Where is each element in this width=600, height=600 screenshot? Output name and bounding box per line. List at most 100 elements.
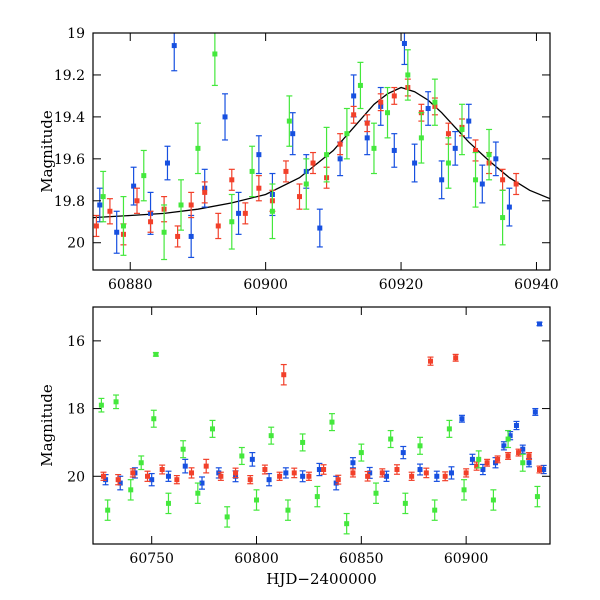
data-point xyxy=(373,490,379,496)
data-point xyxy=(236,210,242,216)
data-point xyxy=(134,198,140,204)
data-point xyxy=(195,490,201,496)
x-tick-label: 60920 xyxy=(379,277,424,293)
data-point xyxy=(145,473,151,479)
data-point xyxy=(350,460,356,466)
data-point xyxy=(165,500,171,506)
data-point xyxy=(164,160,170,166)
data-point xyxy=(344,521,350,527)
data-point xyxy=(388,436,394,442)
data-point xyxy=(505,436,511,442)
data-point xyxy=(161,229,167,235)
data-point xyxy=(516,450,522,456)
data-point xyxy=(148,219,154,225)
data-point xyxy=(117,480,123,486)
data-point xyxy=(371,145,377,151)
y-tick-label: 19.6 xyxy=(54,152,85,168)
data-point xyxy=(418,135,424,141)
x-tick-label: 60850 xyxy=(339,551,384,567)
data-point xyxy=(100,473,106,479)
data-point xyxy=(321,467,327,473)
data-point xyxy=(452,145,458,151)
data-point xyxy=(417,443,423,449)
data-point xyxy=(401,40,407,46)
data-point xyxy=(324,152,330,158)
data-point xyxy=(249,168,255,174)
top-panel: 60880 60900 60920 60940 19 19.2 19.4 19.6 19.8 20… xyxy=(38,26,559,293)
data-point xyxy=(484,460,490,466)
y-tick-label: 19 xyxy=(67,26,85,42)
data-point xyxy=(254,497,260,503)
data-point xyxy=(229,177,235,183)
data-point xyxy=(412,160,418,166)
y-axis-label: Magnitude xyxy=(38,110,56,193)
data-point xyxy=(229,219,235,225)
series-red xyxy=(100,353,543,486)
data-point xyxy=(335,477,341,483)
data-point xyxy=(100,194,106,200)
y-tick-label: 20 xyxy=(67,469,85,485)
data-point xyxy=(448,470,454,476)
data-point xyxy=(428,358,434,364)
data-point xyxy=(541,467,547,473)
data-point xyxy=(337,141,343,147)
data-point xyxy=(281,372,287,378)
data-point xyxy=(473,147,479,153)
data-point xyxy=(434,473,440,479)
data-point xyxy=(358,450,364,456)
data-point xyxy=(344,131,350,137)
x-tick-label: 60900 xyxy=(243,277,288,293)
data-point xyxy=(473,177,479,183)
data-point xyxy=(130,470,136,476)
data-point xyxy=(97,202,103,208)
data-point xyxy=(222,114,228,120)
data-point xyxy=(242,210,248,216)
data-point xyxy=(432,507,438,513)
data-point xyxy=(296,194,302,200)
data-point xyxy=(128,487,134,493)
data-point xyxy=(391,93,397,99)
data-point xyxy=(400,450,406,456)
data-point xyxy=(249,456,255,462)
data-point xyxy=(351,112,357,118)
data-point xyxy=(394,467,400,473)
data-point xyxy=(215,223,221,229)
data-point xyxy=(199,480,205,486)
data-point xyxy=(357,82,363,88)
data-point xyxy=(188,233,194,239)
data-point xyxy=(442,473,448,479)
data-point xyxy=(174,477,180,483)
data-point xyxy=(423,470,429,476)
data-point xyxy=(513,181,519,187)
data-point xyxy=(268,433,274,439)
data-point xyxy=(480,467,486,473)
data-point xyxy=(141,173,147,179)
data-point xyxy=(505,453,511,459)
x-tick-label: 60750 xyxy=(129,551,174,567)
y-tick-label: 19.4 xyxy=(54,110,85,126)
data-point xyxy=(233,470,239,476)
data-point xyxy=(500,177,506,183)
data-point xyxy=(239,453,245,459)
data-point xyxy=(507,433,513,439)
data-point xyxy=(405,72,411,78)
data-point xyxy=(379,470,385,476)
data-point xyxy=(378,99,384,105)
data-point xyxy=(316,467,322,473)
bottom-panel: 60750 60800 60850 60900 16 18 20 Magnitude HJD−2… xyxy=(38,306,551,588)
y-tick-label: 19.2 xyxy=(54,68,85,84)
data-point xyxy=(290,131,296,137)
data-point xyxy=(446,426,452,432)
x-tick-label: 60940 xyxy=(514,277,559,293)
data-point xyxy=(432,99,438,105)
data-point xyxy=(153,351,159,357)
y-tick-label: 20 xyxy=(67,236,85,252)
data-point xyxy=(479,181,485,187)
x-tick-label: 60900 xyxy=(444,551,489,567)
data-point xyxy=(526,460,532,466)
data-point xyxy=(490,497,496,503)
data-point xyxy=(445,131,451,137)
data-point xyxy=(277,473,283,479)
data-point xyxy=(317,225,323,231)
axes-frame xyxy=(92,32,551,271)
